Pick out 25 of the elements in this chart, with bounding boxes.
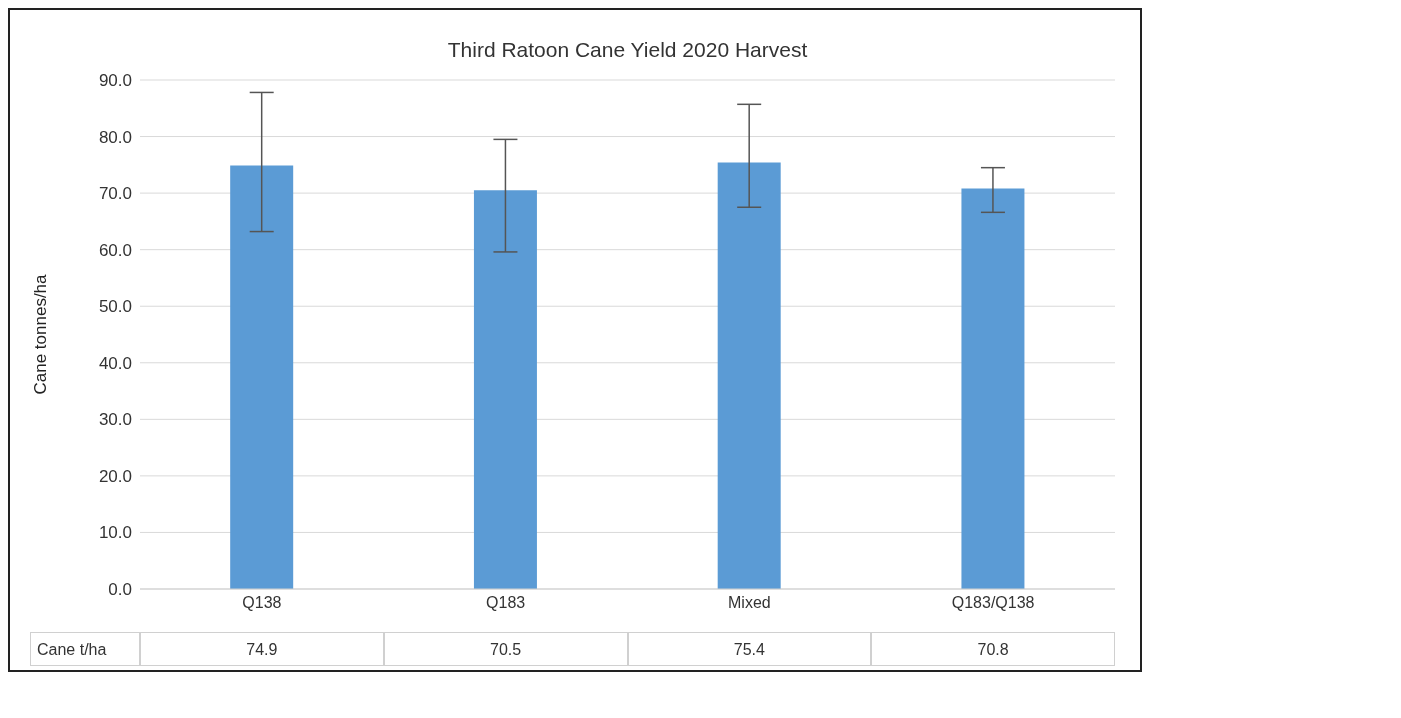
x-tick-label: Q138 (242, 594, 282, 612)
data-label: 75.4 (627, 632, 872, 666)
y-tick-label: 50.0 (98, 297, 132, 317)
y-axis-title: Cane tonnes/ha (31, 273, 51, 395)
x-tick-label: Q183 (486, 594, 526, 612)
y-tick-label: 70.0 (98, 184, 132, 204)
data-label: 70.5 (383, 632, 628, 666)
chart-title: Third Ratoon Cane Yield 2020 Harvest (446, 38, 809, 62)
y-tick-label: 30.0 (98, 410, 132, 430)
data-label: 70.8 (871, 632, 1115, 666)
data-label: 74.9 (140, 632, 384, 666)
y-tick-label: 40.0 (98, 353, 132, 373)
y-tick-label: 0.0 (108, 580, 132, 600)
text: Cane t/ha (30, 632, 140, 666)
y-tick-label: 90.0 (98, 71, 132, 91)
bar (473, 190, 537, 589)
x-tick-label: Q183/Q138 (951, 594, 1035, 612)
y-tick-label: 80.0 (98, 127, 132, 147)
y-tick-label: 20.0 (98, 466, 132, 486)
bar (961, 188, 1025, 589)
bar (717, 162, 781, 589)
bar (230, 165, 294, 589)
y-tick-label: 60.0 (98, 240, 132, 260)
x-tick-label: Mixed (728, 594, 771, 612)
y-tick-label: 10.0 (98, 523, 132, 543)
